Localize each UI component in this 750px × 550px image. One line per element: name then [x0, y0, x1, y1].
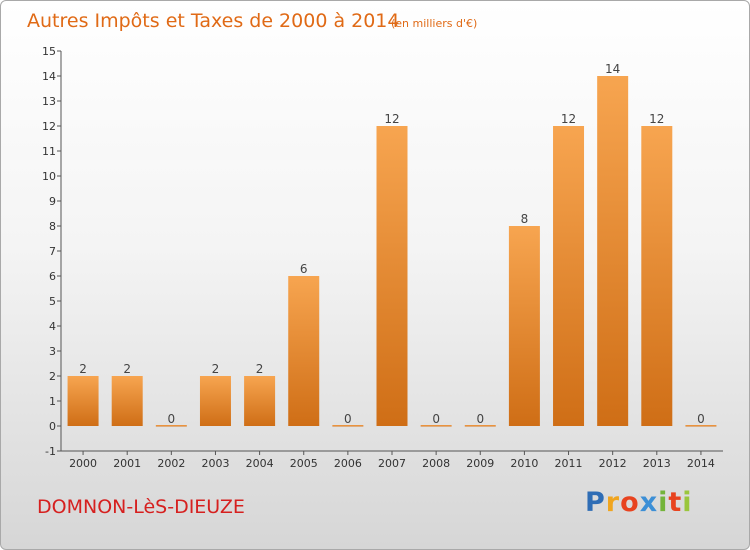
- data-label-2011: 12: [561, 112, 576, 126]
- bar-2010: [508, 226, 540, 426]
- x-tick-label-2011: 2011: [555, 457, 583, 470]
- y-tick-label: -1: [45, 445, 56, 458]
- x-tick-label-2008: 2008: [422, 457, 450, 470]
- logo-letter: i: [682, 487, 693, 518]
- chart-title: Autres Impôts et Taxes de 2000 à 2014: [27, 10, 400, 32]
- y-tick-label: 7: [49, 245, 56, 258]
- proxiti-logo: Proxiti: [585, 487, 693, 518]
- y-tick-label: 11: [42, 145, 56, 158]
- data-label-2002: 0: [168, 412, 176, 426]
- data-label-2014: 0: [697, 412, 705, 426]
- place-name: DOMNON-LèS-DIEUZE: [37, 496, 245, 518]
- logo-letter: i: [658, 487, 669, 518]
- y-tick-label: 10: [42, 170, 56, 183]
- bar-2011: [553, 126, 585, 426]
- bar-2009: [464, 425, 496, 427]
- bar-2014: [685, 425, 717, 427]
- data-label-2008: 0: [432, 412, 440, 426]
- x-tick-labels: 2000 2001 2002 2003 2004 2005 2006 2007 2008 2009…: [69, 457, 715, 470]
- data-labels: 2 2 0 2 2 6 0 12 0 0 8 12 14 12 0: [79, 62, 705, 426]
- data-label-2000: 2: [79, 362, 87, 376]
- y-tick-label: 3: [49, 345, 56, 358]
- y-tick-label: 4: [49, 320, 56, 333]
- x-tick-label-2000: 2000: [69, 457, 97, 470]
- data-label-2001: 2: [123, 362, 131, 376]
- y-tick-label: 15: [42, 45, 56, 58]
- bar-2007: [376, 126, 408, 426]
- bar-2001: [111, 376, 143, 426]
- bar-2006: [332, 425, 364, 427]
- y-tick-label: 9: [49, 195, 56, 208]
- x-tick-label-2007: 2007: [378, 457, 406, 470]
- bar-2003: [199, 376, 231, 426]
- y-tick-label: 8: [49, 220, 56, 233]
- y-tick-label: 0: [49, 420, 56, 433]
- y-tick-label: 13: [42, 95, 56, 108]
- data-label-2007: 12: [384, 112, 399, 126]
- bar-2002: [155, 425, 187, 427]
- data-label-2005: 6: [300, 262, 308, 276]
- logo-letter: o: [620, 487, 640, 518]
- x-tick-label-2009: 2009: [466, 457, 494, 470]
- x-tick-label-2005: 2005: [290, 457, 318, 470]
- data-label-2013: 12: [649, 112, 664, 126]
- bar-2012: [597, 76, 629, 426]
- data-label-2006: 0: [344, 412, 352, 426]
- x-tick-label-2004: 2004: [246, 457, 274, 470]
- y-tick-label: 14: [42, 70, 56, 83]
- x-tick-label-2010: 2010: [510, 457, 538, 470]
- x-tick-label-2012: 2012: [599, 457, 627, 470]
- data-label-2004: 2: [256, 362, 264, 376]
- bar-2008: [420, 425, 452, 427]
- axes: [57, 50, 723, 455]
- x-tick-label-2003: 2003: [201, 457, 229, 470]
- logo-letter: x: [639, 487, 659, 518]
- y-tick-label: 6: [49, 270, 56, 283]
- data-label-2009: 0: [476, 412, 484, 426]
- y-tick-label: 1: [49, 395, 56, 408]
- x-tick-label-2006: 2006: [334, 457, 362, 470]
- logo-letter: t: [668, 487, 683, 518]
- bars: [67, 76, 717, 427]
- x-tick-label-2013: 2013: [643, 457, 671, 470]
- y-tick-label: 12: [42, 120, 56, 133]
- x-tick-label-2002: 2002: [157, 457, 185, 470]
- logo-letter: r: [605, 487, 621, 518]
- bar-2013: [641, 126, 673, 426]
- y-tick-label: 5: [49, 295, 56, 308]
- x-tick-label-2001: 2001: [113, 457, 141, 470]
- bar-2000: [67, 376, 99, 426]
- chart-unit-note: (en milliers d'€): [391, 17, 477, 30]
- logo-letter: P: [585, 487, 606, 518]
- data-label-2012: 14: [605, 62, 620, 76]
- data-label-2010: 8: [521, 212, 529, 226]
- data-label-2003: 2: [212, 362, 220, 376]
- y-tick-label: 2: [49, 370, 56, 383]
- bar-2004: [244, 376, 276, 426]
- x-tick-label-2014: 2014: [687, 457, 715, 470]
- bar-2005: [288, 276, 320, 426]
